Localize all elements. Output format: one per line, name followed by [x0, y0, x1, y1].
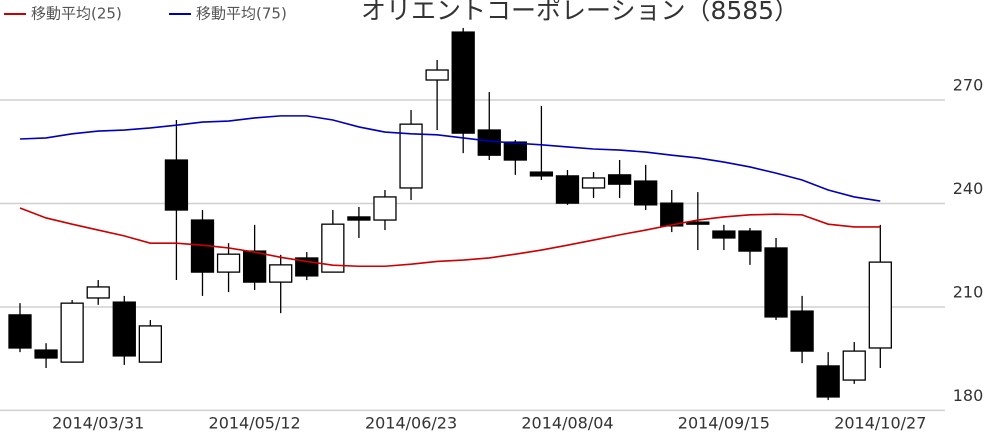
y-tick-label: 240 — [953, 179, 984, 198]
y-tick-label: 210 — [953, 282, 984, 301]
candle-body — [477, 129, 501, 156]
x-tick-label: 2014/08/04 — [521, 414, 613, 433]
candle-body — [607, 174, 632, 185]
candle-body — [269, 264, 293, 283]
candle-body — [686, 221, 710, 225]
y-tick-label: 180 — [953, 386, 984, 405]
candle-body — [34, 349, 58, 359]
candle-body — [634, 180, 658, 206]
candle-body — [321, 223, 345, 273]
candle-body — [138, 325, 163, 363]
moving-average-line — [19, 115, 881, 202]
candle-body — [581, 177, 606, 189]
legend-label: 移動平均(75) — [196, 5, 287, 23]
candle-body — [425, 69, 449, 81]
x-tick-label: 2014/10/27 — [834, 414, 926, 433]
candle-body — [503, 141, 527, 161]
candle-body — [8, 314, 32, 349]
y-tick-label: 270 — [953, 76, 984, 95]
candle-body — [451, 31, 475, 134]
candle-body — [555, 175, 580, 204]
candle-body — [373, 196, 397, 221]
candle-body — [399, 123, 423, 189]
candle-body — [816, 365, 840, 398]
candle-body — [164, 159, 189, 211]
x-tick-label: 2014/06/23 — [365, 414, 457, 433]
candle-body — [86, 286, 110, 299]
candle-body — [347, 216, 371, 221]
x-tick-label: 2014/05/12 — [209, 414, 301, 433]
x-tick-label: 2014/03/31 — [52, 414, 144, 433]
x-tick-label: 2014/09/15 — [678, 414, 770, 433]
candle-body — [842, 350, 866, 381]
candle-body — [764, 247, 788, 318]
candle-body — [660, 202, 684, 227]
candle-body — [712, 230, 736, 239]
moving-average-line — [19, 207, 881, 268]
candle-body — [790, 310, 814, 352]
candle-body — [216, 253, 241, 273]
candle-body — [529, 171, 554, 177]
candle-body — [60, 302, 84, 363]
chart-title: オリエントコーポレーション（8585） — [361, 0, 799, 25]
candle-body — [738, 230, 762, 252]
legend-label: 移動平均(25) — [31, 5, 122, 23]
candle-body — [868, 261, 892, 349]
candle-body — [242, 250, 267, 283]
candle-body — [112, 301, 136, 357]
